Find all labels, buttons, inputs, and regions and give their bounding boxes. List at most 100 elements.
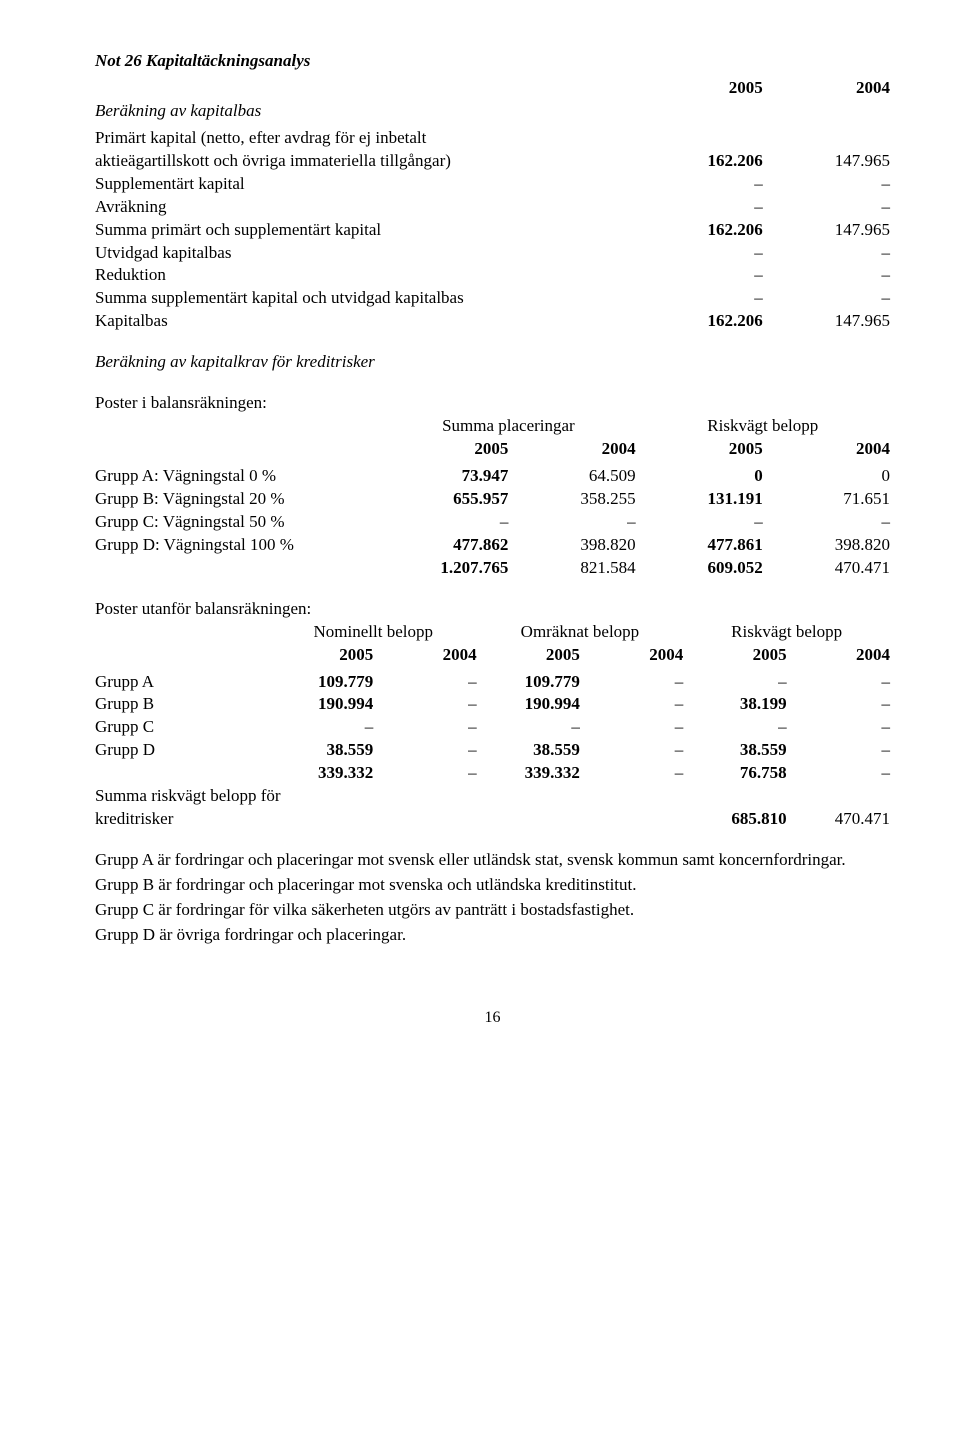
cell: 38.559 (270, 739, 373, 762)
cell: – (763, 196, 890, 219)
cell: 609.052 (636, 557, 763, 580)
row-label: Kapitalbas (95, 310, 636, 333)
row-label: Summa riskvägt belopp för (95, 785, 890, 808)
cell: – (636, 173, 763, 196)
cell: 0 (763, 465, 890, 488)
cell: – (787, 739, 890, 762)
cell: – (636, 264, 763, 287)
cell: – (508, 511, 635, 534)
year-header: 2004 (373, 644, 476, 667)
cell: – (381, 511, 508, 534)
year-header: 2004 (580, 644, 683, 667)
page-number: 16 (95, 1007, 890, 1029)
section-heading: Beräkning av kapitalkrav för kreditriske… (95, 351, 890, 374)
cell: 147.965 (763, 310, 890, 333)
cell: 339.332 (477, 762, 580, 785)
note-paragraph: Grupp C är fordringar för vilka säkerhet… (95, 899, 890, 922)
cell: – (270, 716, 373, 739)
cell: 470.471 (787, 808, 890, 831)
cell: 131.191 (636, 488, 763, 511)
cell: 339.332 (270, 762, 373, 785)
note-paragraph: Grupp A är fordringar och placeringar mo… (95, 849, 890, 872)
row-label: Grupp B: Vägningstal 20 % (95, 488, 381, 511)
row-label: Primärt kapital (netto, efter avdrag för… (95, 127, 636, 150)
cell: – (580, 762, 683, 785)
cell: 147.965 (763, 219, 890, 242)
year-header: 2005 (270, 644, 373, 667)
cell: 477.861 (636, 534, 763, 557)
cell (636, 127, 763, 150)
cell: 0 (636, 465, 763, 488)
cell: – (373, 739, 476, 762)
cell: 190.994 (270, 693, 373, 716)
row-label: Grupp D: Vägningstal 100 % (95, 534, 381, 557)
cell: – (580, 693, 683, 716)
year-header: 2005 (636, 438, 763, 461)
row-label: aktieägartillskott och övriga immateriel… (95, 150, 636, 173)
cell: 398.820 (508, 534, 635, 557)
row-label: Avräkning (95, 196, 636, 219)
cell: 398.820 (763, 534, 890, 557)
cell (763, 127, 890, 150)
cell: – (580, 739, 683, 762)
col-group-header: Riskvägt belopp (683, 621, 890, 644)
cell (95, 77, 636, 100)
row-label (95, 762, 270, 785)
cell: – (763, 264, 890, 287)
balans-table: Summa placeringar Riskvägt belopp 2005 2… (95, 415, 890, 580)
row-label: Grupp A: Vägningstal 0 % (95, 465, 381, 488)
cell: – (373, 693, 476, 716)
cell: – (763, 511, 890, 534)
cell: – (787, 762, 890, 785)
col-group-header: Riskvägt belopp (636, 415, 890, 438)
row-label: Grupp D (95, 739, 270, 762)
cell: – (373, 671, 476, 694)
cell: 38.199 (683, 693, 786, 716)
cell: – (373, 762, 476, 785)
cell: – (580, 671, 683, 694)
note-paragraph: Grupp D är övriga fordringar och placeri… (95, 924, 890, 947)
cell: – (763, 242, 890, 265)
year-header: 2005 (636, 77, 763, 100)
year-header: 2004 (787, 644, 890, 667)
cell: 64.509 (508, 465, 635, 488)
cell: 470.471 (763, 557, 890, 580)
row-label: Grupp C: Vägningstal 50 % (95, 511, 381, 534)
year-header: 2004 (763, 77, 890, 100)
utanfor-table: Nominellt belopp Omräknat belopp Riskväg… (95, 621, 890, 831)
cell: – (787, 716, 890, 739)
cell: 358.255 (508, 488, 635, 511)
cell: 162.206 (636, 150, 763, 173)
cell: 190.994 (477, 693, 580, 716)
year-header: 2005 (381, 438, 508, 461)
cell: 147.965 (763, 150, 890, 173)
cell: – (787, 671, 890, 694)
cell: 162.206 (636, 219, 763, 242)
row-label: Utvidgad kapitalbas (95, 242, 636, 265)
cell: 73.947 (381, 465, 508, 488)
cell: 655.957 (381, 488, 508, 511)
cell: 109.779 (477, 671, 580, 694)
row-label: Summa supplementärt kapital och utvidgad… (95, 287, 636, 310)
row-label: Grupp C (95, 716, 270, 739)
year-header: 2005 (477, 644, 580, 667)
year-header: 2005 (683, 644, 786, 667)
section-heading: Beräkning av kapitalbas (95, 100, 636, 123)
cell: 38.559 (477, 739, 580, 762)
cell: 821.584 (508, 557, 635, 580)
cell: – (683, 671, 786, 694)
row-label: Reduktion (95, 264, 636, 287)
row-label: Grupp A (95, 671, 270, 694)
row-label: Grupp B (95, 693, 270, 716)
cell: 685.810 (683, 808, 786, 831)
subheading: Poster utanför balansräkningen: (95, 598, 890, 621)
cell: – (636, 287, 763, 310)
cell: – (477, 716, 580, 739)
cell: – (636, 196, 763, 219)
cell: – (580, 716, 683, 739)
row-label: Supplementärt kapital (95, 173, 636, 196)
cell: – (683, 716, 786, 739)
col-group-header: Omräknat belopp (477, 621, 684, 644)
cell: 109.779 (270, 671, 373, 694)
row-label: kreditrisker (95, 808, 270, 831)
